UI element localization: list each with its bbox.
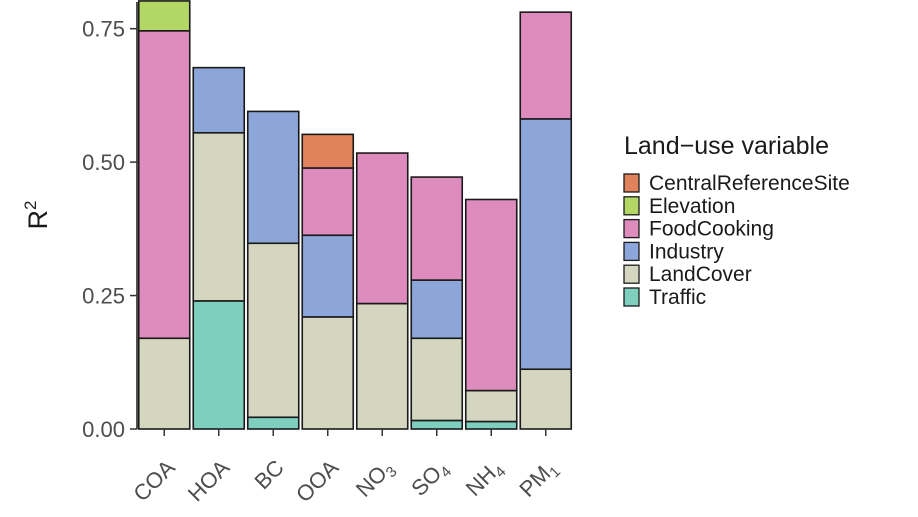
y-axis: 0.00 0.25 0.50 0.75 bbox=[82, 2, 138, 442]
bar-segment-foodcooking bbox=[464, 198, 518, 392]
x-tick-label: HOA bbox=[183, 455, 235, 507]
legend: Land−use variable CentralReferenceSiteEl… bbox=[623, 132, 850, 309]
bar-segment-industry bbox=[246, 110, 300, 245]
y-tick-label: 0.50 bbox=[82, 150, 125, 175]
bar-segment-elevation bbox=[137, 0, 191, 32]
bar-segment-foodcooking bbox=[137, 30, 191, 340]
legend-label: Traffic bbox=[649, 286, 706, 309]
legend-swatch bbox=[623, 241, 640, 262]
bar-segment-landcover bbox=[137, 337, 191, 430]
bar-segment-landcover bbox=[464, 389, 518, 423]
y-tick-label: 0.00 bbox=[82, 417, 125, 442]
bar-segment-industry bbox=[301, 234, 355, 318]
bar-segment-foodcooking bbox=[519, 11, 573, 120]
bar-segment-traffic bbox=[192, 300, 246, 430]
bar-segment-landcover bbox=[301, 316, 355, 430]
y-tick-label: 0.25 bbox=[82, 284, 125, 309]
x-tick-label: NH4 bbox=[461, 455, 510, 504]
legend-items: CentralReferenceSiteElevationFoodCooking… bbox=[623, 172, 850, 309]
legend-swatch bbox=[623, 196, 640, 216]
legend-swatch bbox=[623, 264, 640, 284]
bar-segment-industry bbox=[519, 118, 573, 371]
legend-swatch bbox=[623, 287, 640, 307]
bar-segment-landcover bbox=[410, 337, 464, 422]
x-tick-label: NO3 bbox=[351, 455, 401, 505]
bar-segment-industry bbox=[192, 66, 246, 134]
legend-label: Industry bbox=[649, 240, 724, 263]
y-axis-label: R2 bbox=[21, 201, 53, 230]
bar-segment-landcover bbox=[246, 242, 300, 419]
legend-label: CentralReferenceSite bbox=[649, 172, 850, 195]
y-axis-label-main: R bbox=[23, 210, 53, 230]
legend-label: Elevation bbox=[649, 195, 735, 218]
bars bbox=[137, 0, 573, 430]
bar-segment-traffic bbox=[464, 420, 518, 430]
bar-segment-landcover bbox=[192, 131, 246, 302]
y-axis-label-superscript: 2 bbox=[21, 201, 40, 210]
legend-title: Land−use variable bbox=[624, 132, 829, 160]
x-tick-label: PM1 bbox=[514, 455, 564, 505]
bar-segment-traffic bbox=[410, 419, 464, 430]
legend-swatch bbox=[623, 218, 640, 239]
y-axis-title: R2 bbox=[21, 201, 53, 230]
legend-swatch bbox=[623, 173, 640, 193]
x-tick-label: COA bbox=[128, 455, 180, 507]
bar-segment-centralreferencesite bbox=[301, 133, 355, 169]
x-tick-label: BC bbox=[249, 455, 288, 494]
bar-segment-foodcooking bbox=[355, 152, 409, 305]
bar-segment-landcover bbox=[519, 368, 573, 430]
y-tick-label: 0.75 bbox=[82, 17, 125, 42]
bar-segment-traffic bbox=[246, 416, 300, 430]
x-tick-label: SO4 bbox=[406, 455, 455, 504]
bar-segment-foodcooking bbox=[410, 176, 464, 281]
legend-label: FoodCooking bbox=[649, 218, 774, 241]
x-tick-label: OOA bbox=[291, 455, 343, 507]
bar-segment-foodcooking bbox=[301, 167, 355, 237]
bar-segment-industry bbox=[410, 279, 464, 340]
legend-label: LandCover bbox=[649, 263, 752, 286]
bar-segment-landcover bbox=[355, 302, 409, 430]
x-axis: COA HOA BC OOA NO3 SO4 NH4 PM1 bbox=[128, 429, 564, 507]
